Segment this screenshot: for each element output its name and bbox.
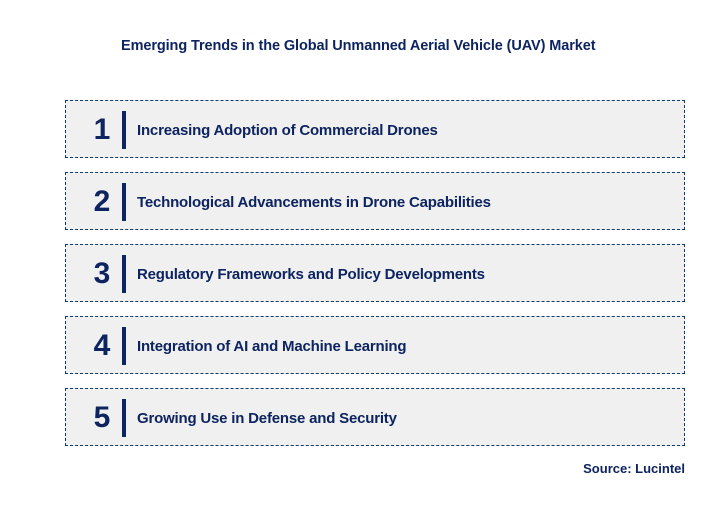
page-title: Emerging Trends in the Global Unmanned A… bbox=[121, 38, 596, 54]
list-item[interactable]: 1 Increasing Adoption of Commercial Dron… bbox=[65, 100, 685, 158]
trend-rank-number: 2 bbox=[93, 185, 111, 218]
list-item[interactable]: 5 Growing Use in Defense and Security bbox=[65, 388, 685, 446]
trend-rank-number: 3 bbox=[93, 257, 111, 290]
divider-bar-icon bbox=[122, 183, 126, 221]
trend-label: Increasing Adoption of Commercial Drones bbox=[137, 121, 438, 139]
divider-bar-icon bbox=[122, 255, 126, 293]
list-item[interactable]: 2 Technological Advancements in Drone Ca… bbox=[65, 172, 685, 230]
divider-bar-icon bbox=[122, 327, 126, 365]
trend-rank-number: 4 bbox=[93, 329, 111, 362]
trend-list: 1 Increasing Adoption of Commercial Dron… bbox=[65, 100, 685, 460]
divider-bar-icon bbox=[122, 399, 126, 437]
divider-bar-icon bbox=[122, 111, 126, 149]
source-attribution: Source: Lucintel bbox=[583, 461, 685, 476]
list-item[interactable]: 4 Integration of AI and Machine Learning bbox=[65, 316, 685, 374]
trend-label: Growing Use in Defense and Security bbox=[137, 409, 397, 427]
trend-rank-number: 1 bbox=[93, 113, 111, 146]
trend-label: Technological Advancements in Drone Capa… bbox=[137, 193, 491, 211]
list-item[interactable]: 3 Regulatory Frameworks and Policy Devel… bbox=[65, 244, 685, 302]
trend-label: Integration of AI and Machine Learning bbox=[137, 337, 407, 355]
trend-rank-number: 5 bbox=[93, 401, 111, 434]
trend-label: Regulatory Frameworks and Policy Develop… bbox=[137, 265, 485, 283]
